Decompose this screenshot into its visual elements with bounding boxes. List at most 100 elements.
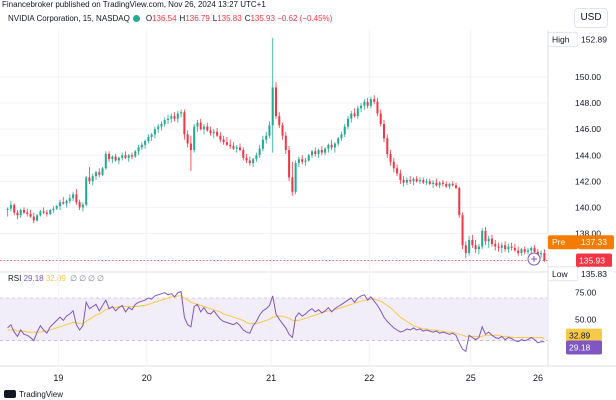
tradingview-logo: TradingView: [4, 390, 63, 399]
y-tick-label: 150.00: [575, 72, 601, 82]
candle-body: [366, 101, 369, 106]
candle-body: [304, 160, 307, 162]
candle-body: [49, 210, 52, 214]
candle-body: [324, 148, 327, 153]
candle-body: [487, 238, 490, 242]
candle-body: [297, 159, 300, 164]
na-value: ∅: [70, 274, 78, 283]
candle-body: [19, 210, 22, 216]
candle-body: [130, 155, 134, 157]
candle-body: [238, 147, 242, 151]
candle-body: [477, 246, 480, 250]
candle-body: [392, 161, 395, 169]
candle-body: [261, 139, 264, 149]
candle-body: [78, 202, 81, 208]
market-status-icon: [132, 15, 140, 22]
candle-body: [265, 135, 268, 140]
candle-body: [337, 138, 340, 144]
candle-body: [137, 147, 140, 152]
rsi-legend-value: 29.18: [23, 274, 44, 283]
candle-body: [333, 143, 336, 148]
candle-body: [500, 245, 503, 248]
candle-body: [245, 157, 248, 161]
candle-body: [373, 99, 376, 102]
candle-body: [202, 126, 206, 130]
candle-body: [101, 168, 104, 175]
rsi-legend: RSI 29.18 32.89 ∅ ∅ ∅ ∅: [8, 274, 104, 283]
y-tick-label: 142.00: [575, 176, 601, 186]
na-value: ∅: [97, 274, 104, 283]
rsi-tick-label: 75.00: [575, 288, 597, 298]
candle-body: [490, 238, 494, 244]
x-tick-label: 19: [53, 373, 63, 383]
candle-body: [206, 126, 209, 131]
candle-body: [150, 134, 153, 138]
candle-body: [140, 144, 143, 148]
candle-body: [121, 155, 124, 158]
candle-body: [32, 216, 35, 221]
ticker-name: NVIDIA Corporation, 15, NASDAQ: [8, 14, 130, 23]
candle-body: [94, 172, 98, 177]
candle-body: [382, 123, 386, 139]
candle-body: [127, 155, 130, 158]
candle-body: [26, 212, 29, 214]
candle-body: [180, 112, 183, 114]
candle-body: [39, 211, 42, 216]
candle-body: [111, 156, 114, 160]
candle-body: [160, 123, 163, 127]
x-tick-label: 20: [142, 373, 152, 383]
y-tick-label: 144.00: [575, 150, 601, 160]
close-label: C: [244, 14, 251, 23]
candle-body: [114, 156, 117, 161]
candle-body: [526, 250, 530, 252]
candle-body: [353, 113, 356, 117]
candle-body: [248, 160, 251, 164]
candle-body: [52, 208, 55, 211]
add-plus-icon[interactable]: [527, 252, 541, 266]
candle-body: [189, 143, 192, 151]
candle-body: [441, 182, 444, 184]
candle-body: [356, 108, 359, 117]
candle-body: [497, 246, 500, 248]
candle-body: [85, 177, 88, 205]
rsi-ma-legend-value: 32.89: [45, 274, 66, 283]
candle-body: [16, 212, 19, 216]
candle-body: [117, 157, 120, 161]
candle-body: [6, 208, 9, 211]
candle-body: [104, 153, 107, 169]
candle-body: [369, 99, 372, 106]
candle-body: [418, 180, 422, 182]
candle-body: [242, 150, 245, 158]
x-tick-label: 25: [466, 373, 476, 383]
candle-body: [36, 215, 39, 221]
candle-body: [360, 105, 363, 109]
candle-body: [196, 122, 199, 127]
candle-body: [517, 250, 520, 254]
candle-body: [153, 129, 156, 135]
candle-body: [484, 230, 487, 242]
candle-body: [88, 177, 91, 182]
low-label: L: [212, 14, 218, 23]
candle-body: [81, 204, 84, 208]
candle-body: [9, 204, 12, 209]
candle-body: [458, 187, 461, 216]
candle-body: [510, 246, 513, 248]
rsi-value-box: [566, 340, 602, 355]
candle-body: [291, 177, 294, 192]
high-value: 152.89: [581, 34, 607, 44]
candle-body: [422, 180, 425, 183]
candle-body: [474, 245, 477, 250]
candle-body: [451, 183, 454, 186]
candle-body: [186, 134, 189, 144]
candle-body: [340, 134, 343, 139]
candle-body: [350, 113, 353, 119]
currency-button[interactable]: USD: [574, 8, 608, 28]
candle-body: [412, 178, 415, 182]
candle-body: [464, 245, 467, 254]
candle-body: [543, 253, 546, 261]
candle-body: [274, 87, 278, 117]
low-value: 135.83: [581, 269, 607, 279]
pre-tag: Pre: [552, 237, 566, 247]
rsi-tick-label: 50.00: [575, 314, 597, 324]
